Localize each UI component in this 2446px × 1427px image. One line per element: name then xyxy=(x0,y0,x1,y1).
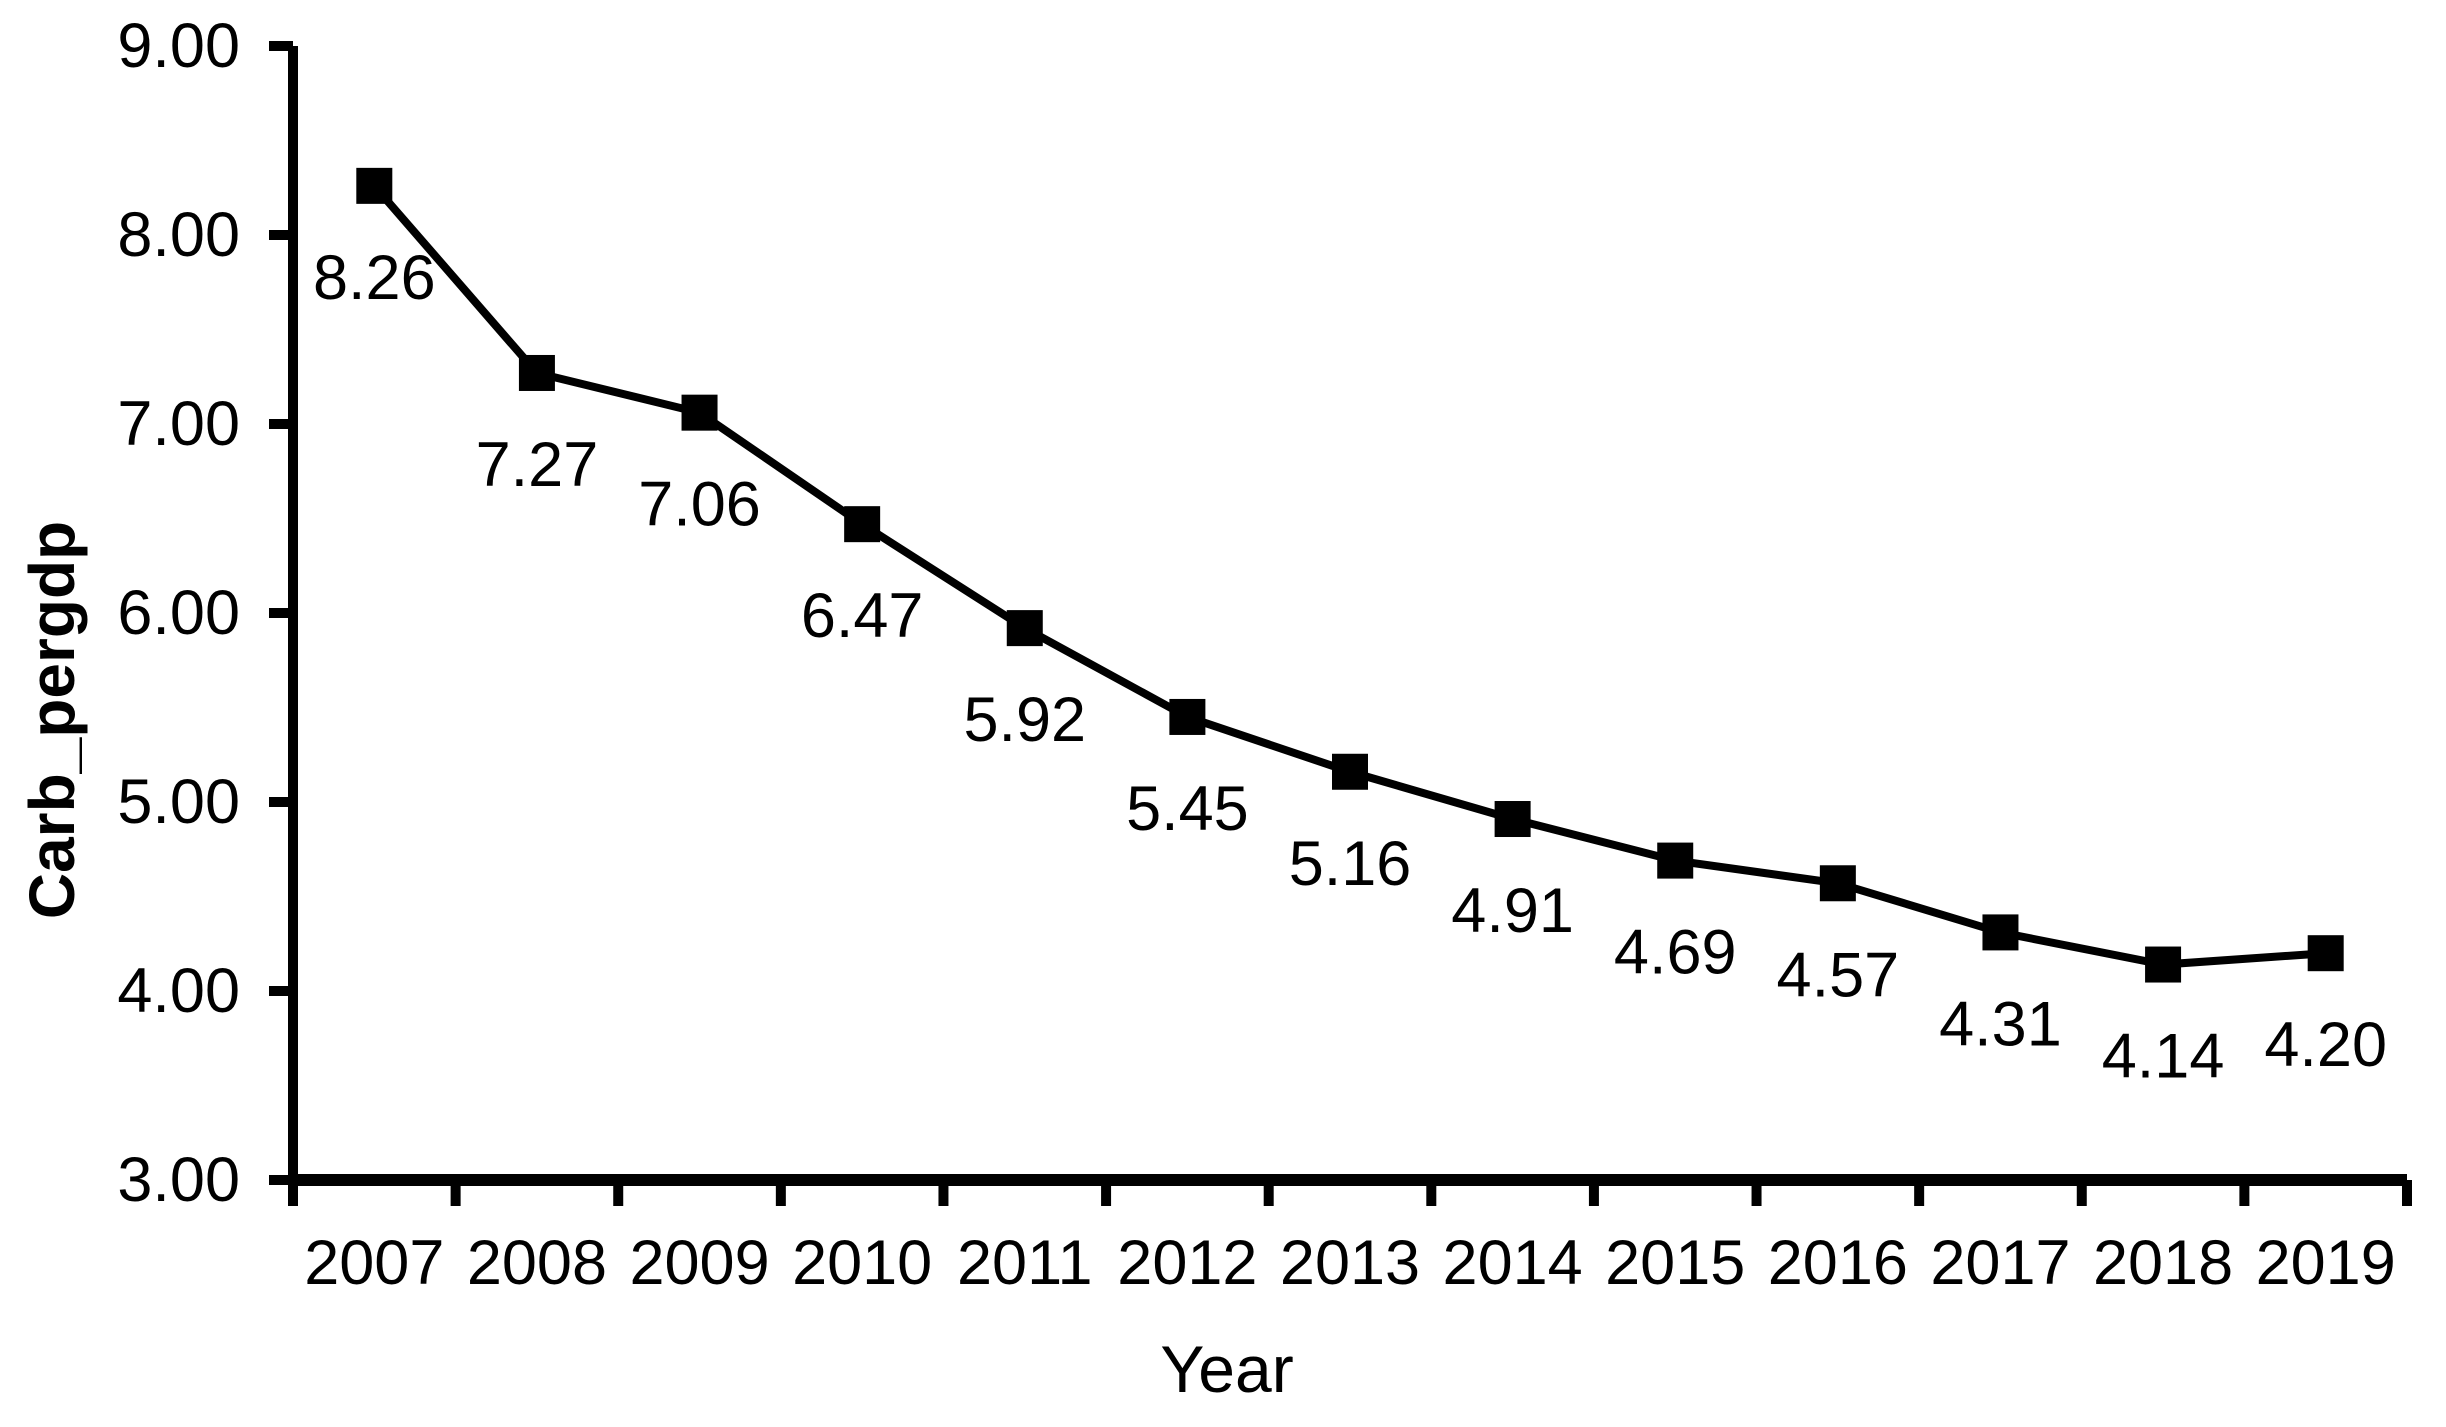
data-point-label: 5.92 xyxy=(963,685,1086,755)
data-point-marker xyxy=(2145,946,2182,983)
data-point-marker xyxy=(844,506,881,543)
y-axis-title: Carb_pergdp xyxy=(16,521,88,919)
data-point-label: 4.91 xyxy=(1451,876,1574,946)
x-axis-category-label: 2011 xyxy=(957,1228,1092,1298)
x-axis-category-label: 2019 xyxy=(2256,1228,2396,1298)
x-axis-category-label: 2008 xyxy=(467,1228,607,1298)
y-axis-tick-label: 4.00 xyxy=(117,956,240,1026)
data-point-marker xyxy=(1819,865,1856,902)
data-point-label: 4.57 xyxy=(1777,940,1900,1010)
y-axis-tick-label: 6.00 xyxy=(117,578,240,648)
plot-area: 3.00 4.00 5.00 6.00 7.00 8.00 9.00 2007 2008 2009… xyxy=(117,11,2412,1298)
data-point-label: 7.06 xyxy=(638,470,761,540)
x-axis-category-label: 2017 xyxy=(1930,1228,2070,1298)
data-point-label: 4.31 xyxy=(1939,989,2062,1059)
data-point-marker xyxy=(681,394,718,431)
x-axis-category-label: 2010 xyxy=(792,1228,932,1298)
y-axis-tick-label: 5.00 xyxy=(117,767,240,837)
x-axis-category-label: 2014 xyxy=(1443,1228,1583,1298)
x-axis-category-label: 2015 xyxy=(1605,1228,1745,1298)
data-point-marker xyxy=(1494,801,1531,838)
x-axis-category-label: 2009 xyxy=(629,1228,769,1298)
data-point-marker xyxy=(1982,914,2019,951)
x-axis-category-label: 2016 xyxy=(1768,1228,1908,1298)
y-axis-tick-label: 8.00 xyxy=(117,200,240,270)
y-axis-tick-label: 7.00 xyxy=(117,389,240,459)
data-point-label: 5.16 xyxy=(1289,829,1412,899)
x-axis-category-label: 2012 xyxy=(1117,1228,1257,1298)
data-point-marker xyxy=(1006,610,1043,647)
x-axis-category-label: 2018 xyxy=(2093,1228,2233,1298)
data-point-marker xyxy=(2307,935,2344,972)
data-point-label: 8.26 xyxy=(313,243,436,313)
data-point-marker xyxy=(1657,842,1694,879)
data-point-label: 5.45 xyxy=(1126,774,1249,844)
data-point-marker xyxy=(1169,698,1206,735)
data-point-marker xyxy=(518,354,555,391)
x-axis-category-label: 2007 xyxy=(304,1228,444,1298)
data-point-label: 7.27 xyxy=(476,430,599,500)
x-axis-category-label: 2013 xyxy=(1280,1228,1420,1298)
data-point-label: 4.14 xyxy=(2102,1022,2225,1092)
data-point-marker xyxy=(1332,753,1368,790)
y-axis-tick-label: 3.00 xyxy=(117,1145,240,1215)
data-point-marker xyxy=(356,167,393,204)
data-point-label: 6.47 xyxy=(801,581,924,651)
data-point-label: 4.69 xyxy=(1614,918,1737,988)
x-axis-title: Year xyxy=(1160,1332,1293,1406)
data-point-label: 4.20 xyxy=(2264,1010,2387,1080)
y-axis-tick-label: 9.00 xyxy=(117,11,240,81)
